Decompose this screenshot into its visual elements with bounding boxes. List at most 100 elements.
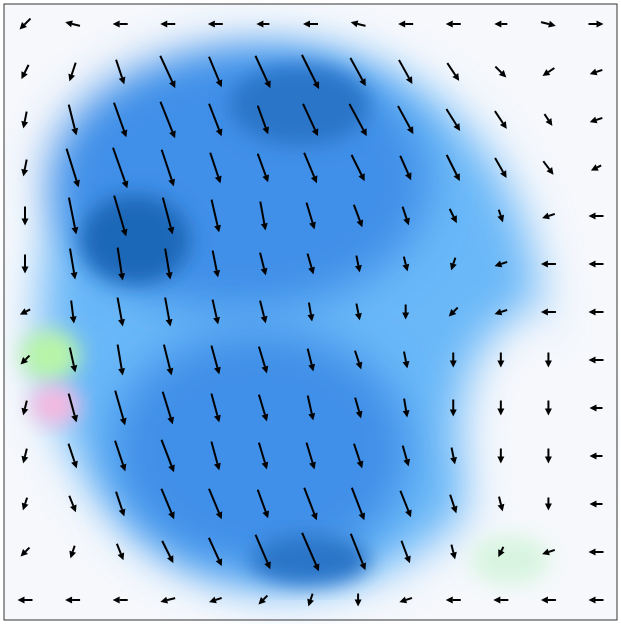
arrow-head — [165, 271, 173, 280]
arrow — [210, 199, 221, 233]
arrow — [399, 490, 412, 518]
arrow-head — [214, 175, 222, 184]
arrow-shaft — [303, 487, 316, 515]
arrow-head — [21, 455, 29, 464]
arrow-shaft — [161, 540, 172, 558]
arrow-head — [590, 164, 599, 171]
arrow-head — [548, 20, 556, 28]
arrow — [207, 537, 223, 567]
arrow — [399, 596, 413, 604]
arrow — [540, 596, 556, 604]
arrow — [164, 248, 173, 280]
arrow — [116, 297, 125, 327]
arrow-head — [209, 596, 217, 604]
arrow — [21, 448, 29, 464]
arrow-head — [260, 315, 268, 324]
arrow-shaft — [262, 594, 269, 601]
arrow — [498, 546, 505, 558]
arrow-shaft — [453, 306, 459, 313]
arrow-shaft — [23, 111, 28, 122]
arrow — [115, 59, 126, 85]
arrow-shaft — [209, 152, 220, 177]
arrow-shaft — [452, 257, 457, 264]
arrow-shaft — [540, 21, 550, 26]
arrow-shaft — [402, 351, 407, 362]
arrow-head — [214, 414, 221, 423]
arrow-head — [545, 118, 553, 126]
arrow — [590, 164, 602, 171]
arrow-shaft — [256, 153, 267, 177]
arrow-head — [120, 228, 128, 237]
arrow — [116, 247, 126, 281]
arrow — [588, 548, 604, 556]
arrow-head — [264, 80, 271, 89]
arrow-head — [261, 365, 269, 374]
arrow — [208, 488, 223, 520]
arrow-head — [21, 266, 29, 274]
arrow-shaft — [69, 248, 75, 273]
arrow-head — [588, 260, 596, 268]
arrow — [493, 596, 509, 604]
arrow — [450, 257, 457, 271]
arrow — [497, 209, 505, 223]
arrow-shaft — [542, 160, 551, 170]
arrow-head — [308, 412, 316, 421]
field-blob — [80, 195, 190, 285]
arrow-shaft — [301, 54, 317, 84]
arrow — [494, 20, 508, 28]
arrow — [254, 55, 271, 89]
arrow-shaft — [211, 299, 218, 318]
arrow-shaft — [113, 102, 125, 132]
arrow-head — [494, 20, 502, 28]
arrow-shaft — [449, 494, 456, 507]
arrow-shaft — [494, 65, 503, 74]
arrow — [448, 208, 457, 224]
arrow-head — [20, 357, 28, 365]
arrow — [115, 491, 126, 517]
arrow-head — [215, 558, 223, 567]
arrow-shaft — [399, 155, 410, 175]
arrow — [540, 260, 556, 268]
arrow — [306, 395, 316, 421]
arrow-head — [309, 221, 316, 230]
arrow — [162, 344, 174, 376]
arrow-shaft — [115, 491, 124, 510]
arrow-head — [112, 20, 120, 28]
arrow-head — [309, 461, 316, 470]
arrow — [588, 356, 604, 364]
arrow — [116, 344, 126, 376]
arrow-shaft — [259, 300, 266, 317]
arrow-head — [497, 214, 505, 223]
arrow — [402, 351, 410, 369]
arrow-head — [21, 71, 28, 80]
field-blob — [470, 535, 550, 585]
arrow-head — [168, 464, 175, 473]
arrow — [542, 160, 554, 175]
arrow — [113, 195, 128, 237]
arrow — [68, 62, 77, 82]
arrow-shaft — [160, 439, 173, 467]
arrow-head — [350, 20, 359, 28]
arrow-shaft — [403, 398, 408, 411]
arrow-shaft — [398, 59, 410, 79]
arrow — [21, 254, 29, 274]
arrow — [497, 496, 505, 512]
arrow-shaft — [115, 59, 124, 78]
arrow-shaft — [115, 543, 122, 555]
arrow-head — [118, 273, 126, 281]
arrow-head — [307, 313, 315, 322]
arrow — [449, 399, 457, 417]
arrow — [402, 398, 410, 418]
arrow-shaft — [208, 56, 220, 82]
arrow — [305, 442, 316, 470]
arrow — [211, 250, 221, 278]
arrow-head — [120, 129, 128, 138]
arrow-head — [405, 509, 412, 518]
arrow — [589, 404, 603, 412]
arrow-head — [71, 226, 79, 235]
arrow-shaft — [446, 62, 457, 76]
arrow-head — [71, 460, 78, 469]
arrow-shaft — [547, 67, 555, 73]
arrow-shaft — [397, 105, 411, 129]
arrow-head — [160, 596, 168, 604]
